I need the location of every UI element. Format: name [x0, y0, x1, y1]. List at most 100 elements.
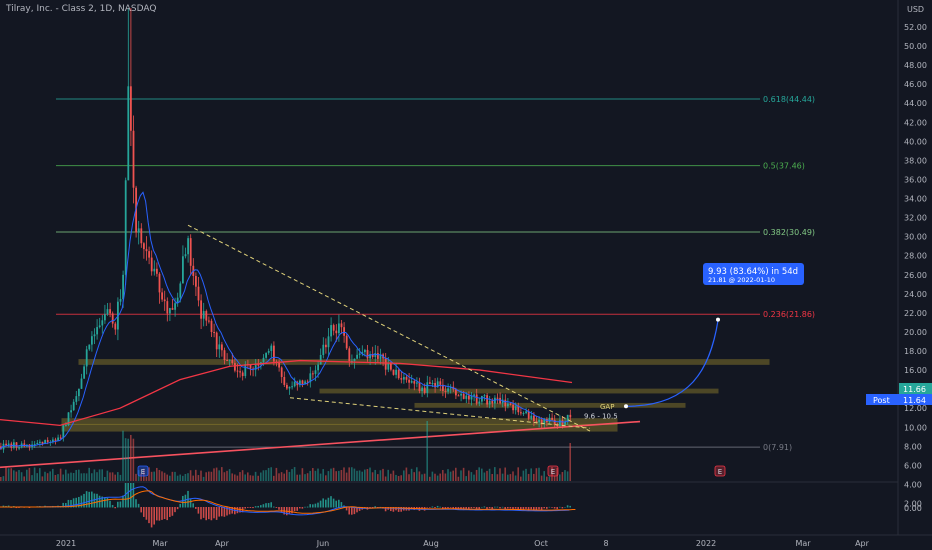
- macd-histogram-bar: [130, 483, 132, 508]
- volume-bar: [475, 469, 478, 481]
- volume-bar: [119, 474, 122, 481]
- candle-body: [465, 395, 468, 399]
- candle-body: [444, 390, 447, 392]
- volume-bar: [283, 473, 285, 481]
- volume-bar: [234, 474, 236, 481]
- macd-histogram-bar: [163, 507, 166, 520]
- macd-histogram-bar: [205, 507, 207, 521]
- volume-bar: [67, 473, 70, 481]
- macd-histogram-bar: [257, 505, 259, 508]
- macd-histogram-bar: [314, 503, 317, 508]
- candle-body: [535, 420, 538, 423]
- macd-histogram-bar: [195, 507, 197, 509]
- candle-body: [153, 268, 156, 272]
- candle-body: [540, 419, 543, 424]
- candle-body: [356, 354, 358, 359]
- candle-body: [280, 367, 283, 378]
- macd-histogram-bar: [280, 507, 283, 513]
- candle-body: [75, 396, 78, 402]
- volume-bar: [319, 473, 322, 481]
- macd-histogram-bar: [210, 507, 213, 521]
- volume-bar: [353, 468, 356, 481]
- macd-histogram-bar: [416, 507, 418, 510]
- volume-bar: [540, 475, 543, 481]
- projection-curve: [625, 320, 719, 407]
- volume-bar: [208, 471, 210, 481]
- volume-bar: [410, 468, 413, 481]
- volume-bar: [358, 470, 361, 481]
- fib-level-label: 0.236(21.86): [763, 310, 815, 319]
- candle-body: [72, 401, 75, 411]
- volume-bar: [49, 471, 51, 481]
- volume-bar: [395, 474, 397, 481]
- macd-histogram-bar: [374, 506, 376, 508]
- macd-histogram-bar: [153, 507, 155, 525]
- macd-histogram-bar: [322, 498, 324, 508]
- candle-body: [426, 382, 429, 393]
- candle-body: [392, 369, 395, 375]
- time-tick-label: Mar: [152, 539, 168, 548]
- sr-zone: [61, 423, 618, 432]
- volume-bar: [530, 468, 532, 481]
- candle-body: [44, 440, 46, 444]
- candle-body: [41, 441, 44, 444]
- candle-body: [293, 381, 296, 387]
- macd-histogram-bar: [509, 507, 512, 509]
- macd-histogram-bar: [119, 501, 122, 508]
- macd-histogram-bar: [80, 495, 83, 508]
- volume-bar: [23, 476, 25, 481]
- candle-body: [140, 228, 143, 244]
- macd-histogram-bar: [546, 507, 548, 509]
- candle-body: [551, 417, 553, 420]
- candle-body: [109, 309, 111, 314]
- volume-bar: [260, 472, 262, 481]
- candle-body: [462, 393, 465, 399]
- candle-body: [379, 354, 382, 359]
- macd-histogram-bar: [262, 504, 265, 508]
- candle-body: [457, 395, 460, 397]
- volume-bar: [371, 472, 374, 481]
- ma-short-line: [0, 191, 570, 450]
- candle-body: [455, 389, 457, 396]
- volume-bar: [231, 473, 233, 481]
- macd-histogram-bar: [215, 507, 218, 520]
- candle-body: [197, 286, 200, 301]
- volume-bar: [462, 467, 465, 481]
- volume-bar: [561, 472, 564, 481]
- macd-histogram-bar: [390, 507, 392, 512]
- volume-bar: [218, 470, 220, 481]
- candle-body: [36, 442, 39, 445]
- candle-body: [340, 323, 343, 328]
- fib-level-label: 0(7.91): [763, 443, 792, 452]
- volume-bar: [0, 477, 2, 481]
- candle-body: [314, 370, 317, 374]
- macd-histogram-bar: [304, 506, 306, 508]
- candle-body: [566, 414, 569, 422]
- price-tick-label: 38.00: [904, 156, 927, 165]
- volume-bar: [189, 470, 192, 481]
- candle-body: [130, 86, 132, 131]
- earnings-marker: [547, 465, 559, 477]
- macd-histogram-bar: [226, 507, 228, 516]
- volume-bar: [127, 438, 129, 481]
- volume-bar: [408, 474, 410, 481]
- candle-body: [83, 366, 85, 379]
- candle-body: [137, 228, 140, 233]
- macd-histogram-bar: [319, 500, 322, 508]
- wedge-upper-line: [187, 224, 591, 432]
- volume-bar: [18, 470, 20, 481]
- volume-bar: [377, 474, 379, 481]
- fib-level-label: 0.5(37.46): [763, 162, 805, 171]
- candle-body: [132, 130, 135, 188]
- candle-body: [304, 381, 306, 385]
- candle-body: [215, 332, 218, 350]
- candle-body: [410, 381, 413, 383]
- volume-bar: [361, 471, 363, 481]
- macd-histogram-bar: [444, 507, 447, 509]
- candle-body: [306, 381, 309, 383]
- volume-bar: [98, 469, 101, 481]
- candle-body: [52, 439, 54, 442]
- candle-body: [460, 393, 462, 396]
